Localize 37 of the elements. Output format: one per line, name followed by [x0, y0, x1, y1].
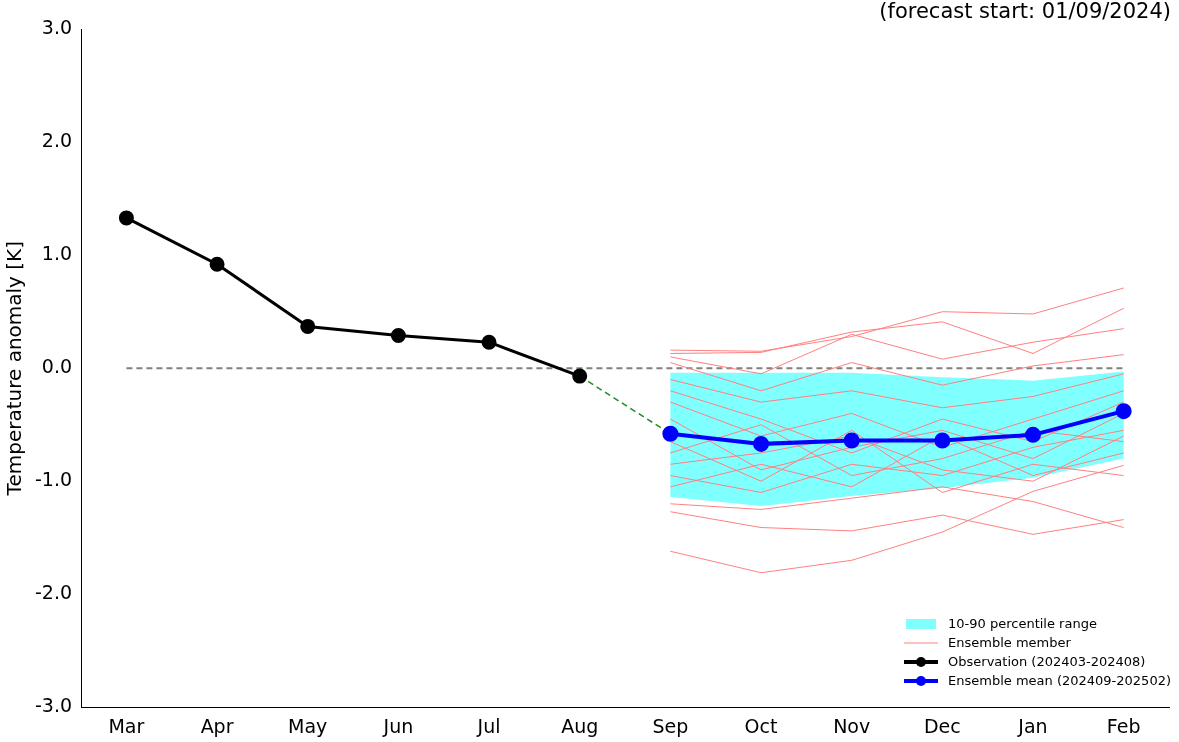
point: [209, 256, 225, 272]
legend-label: Ensemble mean (202409-202502): [948, 672, 1171, 690]
x-tick-label: Oct: [744, 714, 778, 737]
x-tick-label: Mar: [108, 714, 145, 737]
y-tick-label: -2.0: [34, 581, 73, 604]
x-tick-label: Aug: [561, 714, 599, 737]
x-tick-label: Feb: [1106, 714, 1141, 737]
x-tick-label: Jul: [476, 714, 501, 737]
point: [934, 432, 951, 449]
y-tick-label: 2.0: [41, 129, 73, 152]
point: [481, 334, 497, 350]
y-tick-label: -1.0: [34, 468, 73, 491]
y-tick-label: 3.0: [41, 16, 73, 39]
point: [1115, 403, 1132, 420]
chart-title: (forecast start: 01/09/2024): [879, 0, 1171, 24]
annotation: 10-90 percentile range: [948, 615, 1097, 633]
point: [753, 435, 770, 452]
point: [572, 368, 588, 384]
legend-label: Observation (202403-202408): [948, 653, 1146, 671]
x-tick-label: Dec: [923, 714, 961, 737]
x-tick-label: May: [288, 714, 328, 737]
point: [300, 318, 316, 334]
x-tick-label: Sep: [652, 714, 689, 737]
x-tick-label: Apr: [200, 714, 234, 737]
legend-label: Ensemble member: [948, 634, 1071, 652]
y-tick-label: 1.0: [41, 242, 73, 265]
point: [1025, 426, 1042, 443]
point: [662, 425, 679, 442]
point: [118, 210, 134, 226]
y-tick-label: 0.0: [41, 355, 73, 378]
point: [843, 432, 860, 449]
x-tick-label: Nov: [833, 714, 871, 737]
y-tick-label: -3.0: [34, 694, 73, 717]
y-axis-title: Temperature anomaly [K]: [2, 240, 27, 497]
x-tick-label: Jun: [382, 714, 414, 737]
x-tick-label: Jan: [1017, 714, 1048, 737]
point: [390, 327, 406, 343]
